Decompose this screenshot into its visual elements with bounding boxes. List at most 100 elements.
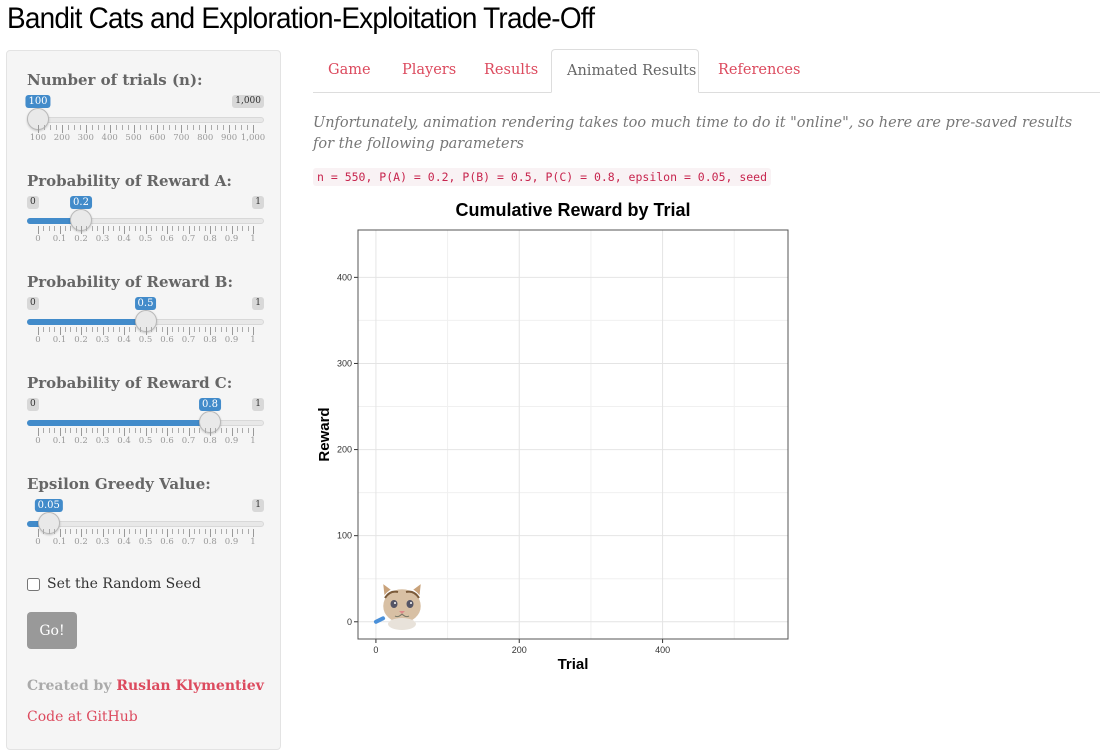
slider-tick-label: 0.6	[160, 335, 174, 345]
credit-text: Created by Ruslan Klymentiev	[27, 678, 264, 694]
slider-max-label: 1	[252, 196, 264, 209]
slider-tick-label: 1	[250, 234, 256, 244]
seed-checkbox-row[interactable]: Set the Random Seed	[27, 576, 201, 592]
y-tick-label: 300	[337, 358, 352, 368]
slider-tick-label: 0.8	[203, 436, 217, 446]
slider-tick-label: 0.7	[181, 537, 196, 547]
slider-min-label: 0	[27, 398, 39, 411]
slider-track[interactable]	[27, 117, 264, 123]
y-tick-label: 0	[347, 617, 352, 627]
animation-note: Unfortunately, animation rendering takes…	[313, 115, 1073, 152]
slider-tick-label: 0	[35, 234, 41, 244]
slider-tick-label: 0.1	[52, 234, 67, 244]
epsilon-label: Epsilon Greedy Value:	[27, 475, 211, 493]
slider-tick-label: 0	[35, 335, 41, 345]
slider-tick-label: 1,000	[240, 133, 266, 143]
slider-tick-label: 200	[53, 133, 70, 143]
x-axis-label: Trial	[558, 656, 589, 673]
slider-tick-label: 0.2	[74, 436, 88, 446]
plot-border	[357, 229, 789, 640]
slider-max-label: 1	[252, 398, 264, 411]
seed-checkbox[interactable]	[27, 577, 40, 591]
slider-tick-label: 0.6	[160, 436, 174, 446]
slider-tick-label: 0.9	[224, 335, 239, 345]
slider-tick-label: 0.1	[52, 335, 67, 345]
slider-tick-label: 0.9	[224, 537, 239, 547]
slider-fill	[27, 420, 210, 426]
slider-tick-label: 0.2	[74, 234, 88, 244]
slider-tick-label: 100	[29, 133, 47, 143]
go-button[interactable]: Go!	[27, 612, 77, 649]
prob-a-label: Probability of Reward A:	[27, 172, 232, 190]
slider-tick-label: 400	[101, 133, 118, 143]
slider-tick-label: 0.3	[95, 537, 110, 547]
prob-b-slider[interactable]: 0 1 0 0.1 0.2 0.3 0.4 0.5 0.6 0.7 0.8 0.9 1 0.5	[27, 297, 264, 357]
slider-tick-label: 0.5	[138, 436, 153, 446]
slider-tick-label: 0.3	[95, 335, 110, 345]
slider-tick-label: 0.4	[117, 537, 131, 547]
tab-references[interactable]: References	[718, 62, 801, 78]
sidebar-panel: Number of trials (n): 1001,0001002003004…	[6, 50, 281, 750]
slider-tick-label: 0.1	[52, 537, 67, 547]
slider-tick-label: 0.4	[117, 335, 131, 345]
trials-label: Number of trials (n):	[27, 71, 203, 89]
slider-max-label: 1	[252, 499, 264, 512]
slider-max-label: 1	[252, 297, 264, 310]
slider-tick-label: 0.8	[203, 234, 217, 244]
y-tick-label: 100	[337, 531, 352, 541]
slider-track[interactable]	[27, 521, 264, 527]
slider-tick-label: 800	[197, 133, 214, 143]
tab-game[interactable]: Game	[328, 62, 371, 78]
slider-tick-label: 0.5	[138, 234, 153, 244]
slider-tick-label: 900	[220, 133, 238, 143]
slider-tick-label: 0.6	[160, 537, 174, 547]
slider-current-value: 0.8	[199, 398, 221, 411]
tab-results[interactable]: Results	[484, 62, 539, 78]
x-tick-label: 200	[512, 645, 527, 655]
slider-current-value: 0.5	[134, 297, 157, 310]
slider-tick-label: 500	[125, 133, 142, 143]
slider-tick-label: 0.5	[138, 537, 153, 547]
slider-min-label: 0	[27, 196, 39, 209]
slider-tick-label: 0.7	[181, 335, 196, 345]
slider-tick-label: 0.8	[203, 537, 217, 547]
trials-slider[interactable]: 1001,0001002003004005006007008009001,000…	[25, 95, 266, 155]
x-tick-label: 0	[373, 645, 378, 655]
app-title: Bandit Cats and Exploration-Exploitation…	[7, 2, 595, 35]
cumulative-reward-chart: 0 200 400 0 100 200 300 400 Trial Reward	[316, 229, 789, 673]
slider-max-label: 1,000	[232, 95, 264, 108]
github-link[interactable]: Code at GitHub	[27, 709, 138, 725]
slider-tick-label: 0.2	[74, 335, 88, 345]
author-link[interactable]: Ruslan Klymentiev	[116, 678, 264, 694]
slider-tick-label: 0.1	[52, 436, 67, 446]
tab-players[interactable]: Players	[402, 62, 457, 78]
slider-current-value: 100	[25, 95, 51, 108]
slider-tick-label: 300	[77, 133, 94, 143]
prob-c-label: Probability of Reward C:	[27, 374, 233, 392]
slider-current-value: 0.05	[34, 499, 63, 512]
tab-animated-results[interactable]: Animated Results	[551, 49, 699, 93]
slider-tick-label: 0.7	[181, 436, 196, 446]
slider-tick-label: 0.9	[224, 234, 239, 244]
slider-tick-label: 0.4	[117, 234, 131, 244]
chart-title: Cumulative Reward by Trial	[455, 200, 691, 220]
slider-tick-label: 700	[173, 133, 190, 143]
prob-b-label: Probability of Reward B:	[27, 273, 233, 291]
x-tick-label: 400	[655, 645, 670, 655]
prob-a-slider[interactable]: 0 1 0 0.1 0.2 0.3 0.4 0.5 0.6 0.7 0.8 0.9 1 0.2	[27, 196, 264, 256]
slider-tick-label: 0.7	[181, 234, 196, 244]
cat-marker-icon	[380, 579, 424, 630]
prob-c-slider[interactable]: 0 1 0 0.1 0.2 0.3 0.4 0.5 0.6 0.7 0.8 0.9 1 0.8	[27, 398, 264, 458]
slider-tick-label: 0.3	[95, 234, 110, 244]
slider-min-label: 0	[27, 297, 39, 310]
slider-tick-label: 0.6	[160, 234, 174, 244]
slider-fill	[27, 218, 81, 224]
y-tick-label: 200	[337, 445, 352, 455]
slider-tick-label: 1	[250, 537, 256, 547]
parameters-code: n = 550, P(A) = 0.2, P(B) = 0.5, P(C) = …	[313, 168, 772, 186]
credit-prefix: Created by	[27, 678, 112, 694]
slider-tick-label: 0	[35, 537, 41, 547]
y-axis-label: Reward	[316, 407, 333, 461]
y-tick-label: 400	[337, 272, 352, 282]
